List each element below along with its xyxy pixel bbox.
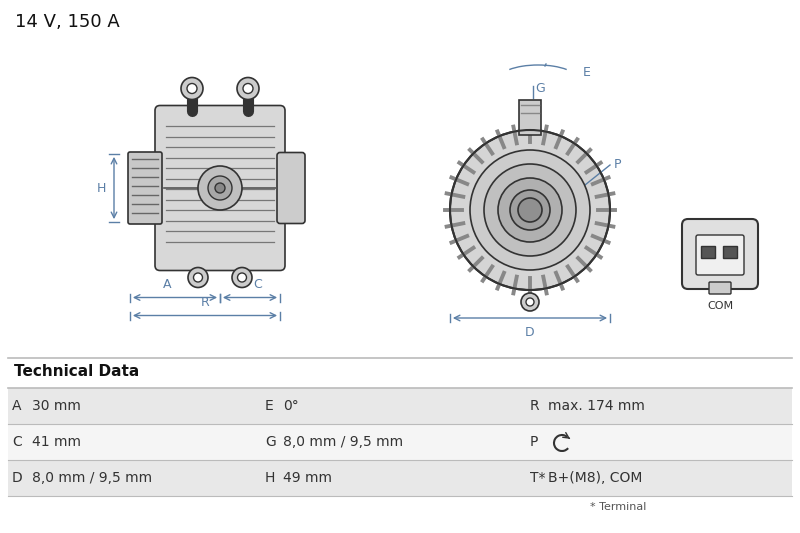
Bar <box>519 100 541 135</box>
Circle shape <box>518 198 542 222</box>
Text: 14 V, 150 A: 14 V, 150 A <box>15 13 120 31</box>
Text: R: R <box>201 296 210 310</box>
Circle shape <box>208 176 232 200</box>
Circle shape <box>510 190 550 230</box>
Circle shape <box>526 298 534 306</box>
FancyBboxPatch shape <box>682 219 758 289</box>
Text: 30 mm: 30 mm <box>32 399 81 413</box>
Text: C: C <box>12 435 22 449</box>
Circle shape <box>238 273 246 282</box>
FancyBboxPatch shape <box>696 235 744 275</box>
FancyBboxPatch shape <box>128 152 162 224</box>
Text: A: A <box>12 399 22 413</box>
Text: T*: T* <box>530 471 546 485</box>
Text: * Terminal: * Terminal <box>590 502 646 512</box>
FancyBboxPatch shape <box>723 246 737 258</box>
Circle shape <box>470 150 590 270</box>
Text: max. 174 mm: max. 174 mm <box>548 399 645 413</box>
FancyBboxPatch shape <box>277 152 305 223</box>
Text: H: H <box>265 471 275 485</box>
Text: 41 mm: 41 mm <box>32 435 81 449</box>
Text: G: G <box>265 435 276 449</box>
Circle shape <box>450 130 610 290</box>
FancyBboxPatch shape <box>709 282 731 294</box>
Circle shape <box>232 268 252 287</box>
Text: 0°: 0° <box>283 399 298 413</box>
Circle shape <box>188 268 208 287</box>
Circle shape <box>521 293 539 311</box>
Text: COM: COM <box>707 301 733 311</box>
Text: 49 mm: 49 mm <box>283 471 332 485</box>
Text: P: P <box>530 435 538 449</box>
Text: A: A <box>162 279 171 292</box>
FancyBboxPatch shape <box>701 246 715 258</box>
Text: P: P <box>614 158 622 172</box>
Circle shape <box>194 273 202 282</box>
Text: Technical Data: Technical Data <box>14 364 139 379</box>
Text: E: E <box>265 399 274 413</box>
Text: 8,0 mm / 9,5 mm: 8,0 mm / 9,5 mm <box>32 471 152 485</box>
Circle shape <box>215 183 225 193</box>
Circle shape <box>498 178 562 242</box>
Circle shape <box>181 77 203 100</box>
Text: G: G <box>535 82 545 95</box>
Bar <box>8 424 792 460</box>
Bar <box>8 460 792 496</box>
Circle shape <box>198 166 242 210</box>
Circle shape <box>484 164 576 256</box>
Circle shape <box>243 84 253 93</box>
Text: E: E <box>583 66 591 78</box>
Text: H: H <box>97 182 106 195</box>
Text: 8,0 mm / 9,5 mm: 8,0 mm / 9,5 mm <box>283 435 403 449</box>
Circle shape <box>237 77 259 100</box>
Text: D: D <box>525 326 535 339</box>
Text: C: C <box>254 279 262 292</box>
Bar <box>8 388 792 424</box>
Circle shape <box>187 84 197 93</box>
Text: B+(M8), COM: B+(M8), COM <box>548 471 642 485</box>
FancyBboxPatch shape <box>155 106 285 271</box>
Text: D: D <box>12 471 22 485</box>
Text: R: R <box>530 399 540 413</box>
